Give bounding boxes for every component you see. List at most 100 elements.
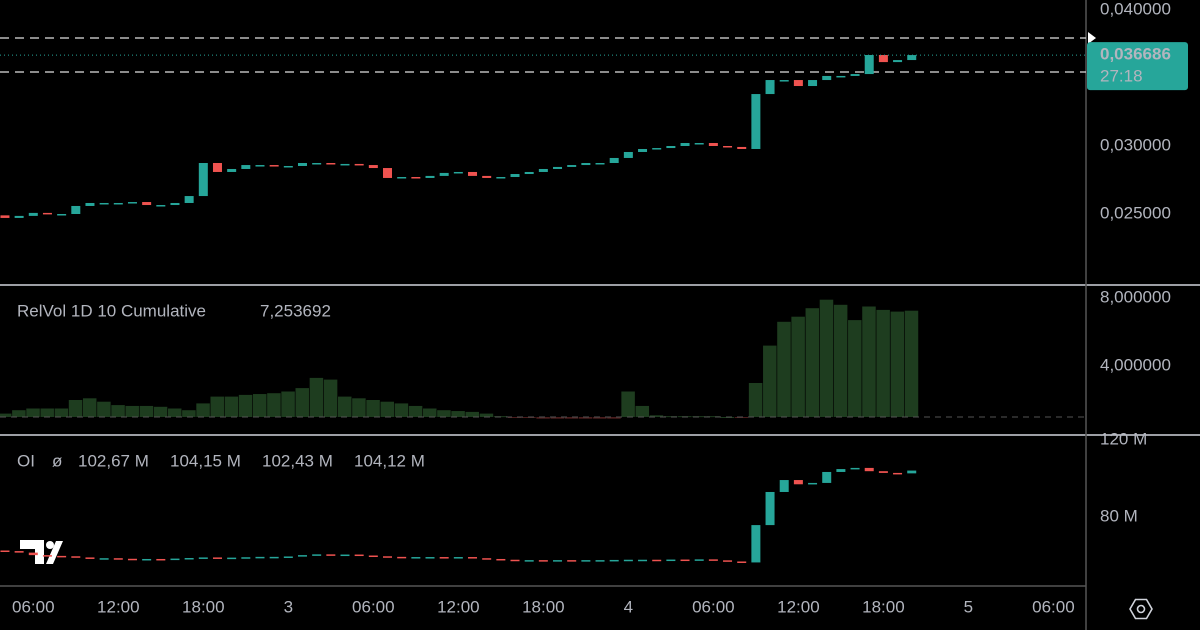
candle	[156, 558, 166, 561]
candle	[864, 55, 874, 75]
bar	[649, 415, 664, 418]
y-tick-label: 0,025000	[1100, 203, 1171, 222]
bar	[408, 405, 423, 418]
candle	[212, 557, 222, 559]
candle	[524, 560, 534, 562]
candle	[368, 555, 378, 558]
candle	[779, 480, 789, 492]
candle	[751, 525, 761, 563]
candle	[241, 165, 251, 169]
candle	[71, 205, 81, 214]
bar	[26, 408, 40, 418]
candle	[496, 177, 506, 179]
candle	[680, 559, 690, 562]
candle	[198, 557, 208, 559]
candle	[822, 75, 832, 81]
y-tick-label: 0,030000	[1100, 135, 1171, 154]
candle	[878, 471, 888, 473]
candle	[638, 559, 648, 562]
candle	[340, 163, 350, 166]
candle	[893, 472, 903, 475]
candle	[836, 469, 846, 472]
candle	[893, 60, 903, 63]
x-tick-label: 12:00	[437, 597, 480, 616]
candle	[411, 557, 421, 559]
x-tick-label: 12:00	[97, 597, 140, 616]
candle	[723, 145, 733, 148]
bar	[238, 394, 253, 418]
candle	[212, 162, 222, 172]
bar	[0, 413, 12, 418]
bar	[68, 400, 83, 418]
candle	[595, 560, 605, 562]
x-tick-label: 18:00	[522, 597, 565, 616]
candle	[567, 560, 577, 562]
candle	[751, 94, 761, 149]
x-tick-label: 18:00	[862, 597, 905, 616]
candle	[397, 556, 407, 559]
candle	[99, 202, 109, 205]
candle	[198, 162, 208, 197]
candle	[297, 555, 307, 557]
candle	[312, 554, 322, 556]
settings-icon[interactable]	[1129, 598, 1153, 620]
candle	[652, 559, 662, 562]
bar	[536, 417, 550, 419]
candle	[340, 554, 350, 557]
bar	[167, 408, 182, 418]
candle	[708, 143, 718, 146]
candle	[468, 557, 478, 559]
candle	[822, 471, 832, 483]
candle	[666, 145, 676, 149]
y-tick-label: 0,040000	[1100, 0, 1171, 18]
indicator-title: RelVol 1D 10 Cumulative	[17, 301, 206, 320]
y-tick-label: 120 M	[1100, 429, 1147, 448]
y-tick-label: 4,000000	[1100, 355, 1171, 374]
candle	[538, 168, 548, 172]
bar	[40, 408, 54, 418]
candle	[907, 470, 917, 474]
bar	[848, 320, 862, 418]
candle	[793, 480, 803, 485]
bar	[224, 396, 239, 418]
candle	[638, 148, 648, 152]
candle	[170, 202, 180, 206]
candle	[453, 557, 463, 559]
bar	[337, 396, 352, 418]
x-tick-label: 4	[624, 597, 633, 616]
x-tick-label: 06:00	[1032, 597, 1075, 616]
bar	[196, 403, 210, 418]
bar	[791, 316, 805, 418]
legend-value: 102,43 M	[262, 451, 333, 470]
bar	[578, 417, 593, 419]
bar	[876, 309, 890, 418]
candle	[453, 171, 463, 174]
x-tick-label: 06:00	[12, 597, 55, 616]
candle	[609, 157, 619, 163]
candle	[354, 554, 364, 557]
candle	[708, 559, 718, 561]
candle	[581, 560, 591, 562]
candle	[397, 177, 407, 179]
candle	[623, 151, 633, 158]
candle	[793, 80, 803, 87]
bar	[125, 405, 139, 418]
bar	[663, 416, 678, 418]
candle	[326, 162, 336, 165]
bar	[890, 311, 905, 418]
bar	[621, 391, 635, 418]
candle	[170, 558, 180, 561]
bar	[309, 377, 324, 418]
candle	[156, 205, 166, 207]
candle	[269, 165, 279, 167]
candle	[510, 559, 520, 562]
tv-logo	[20, 540, 63, 564]
x-tick-label: 06:00	[692, 597, 735, 616]
candle	[496, 558, 506, 561]
candle	[737, 561, 747, 563]
bar	[593, 417, 607, 419]
candle	[524, 171, 534, 175]
indicator-title: OI	[17, 451, 35, 470]
candle	[567, 165, 577, 167]
